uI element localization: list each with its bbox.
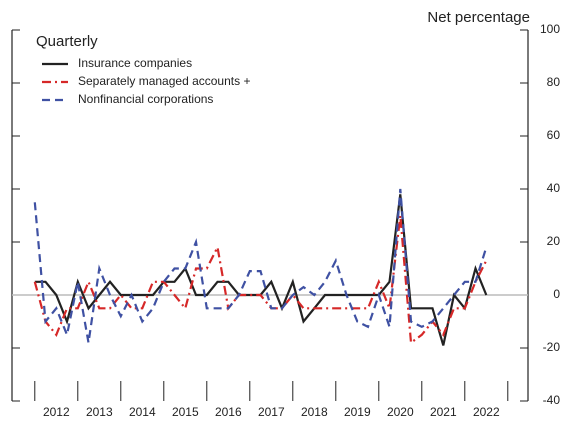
y-tick-label: 100 [540,22,560,36]
y-tick-label: 80 [547,75,561,89]
x-tick-label: 2012 [43,405,70,419]
series-line [33,215,488,345]
chart-title: Quarterly [36,33,98,50]
x-tick-label: 2017 [258,405,285,419]
series-line [34,194,488,346]
legend-label: Separately managed accounts + [78,74,250,88]
y-tick-label: -20 [543,340,561,354]
x-tick-label: 2015 [172,405,199,419]
y-tick-label: 0 [553,287,560,301]
x-tick-label: 2020 [387,405,414,419]
y-tick-label: 20 [547,234,561,248]
x-tick-label: 2022 [473,405,500,419]
y-axis-label: Net percentage [427,9,530,26]
x-tick-label: 2016 [215,405,242,419]
y-tick-label: 60 [547,128,561,142]
y-tick-label: -40 [543,393,561,407]
y-tick-label: 40 [547,181,561,195]
legend-label: Nonfinancial corporations [78,92,213,106]
x-tick-label: 2019 [344,405,371,419]
legend-label: Insurance companies [78,56,192,70]
x-tick-label: 2014 [129,405,156,419]
x-tick-label: 2018 [301,405,328,419]
x-tick-label: 2021 [430,405,457,419]
series-line [33,188,488,343]
x-tick-label: 2013 [86,405,113,419]
